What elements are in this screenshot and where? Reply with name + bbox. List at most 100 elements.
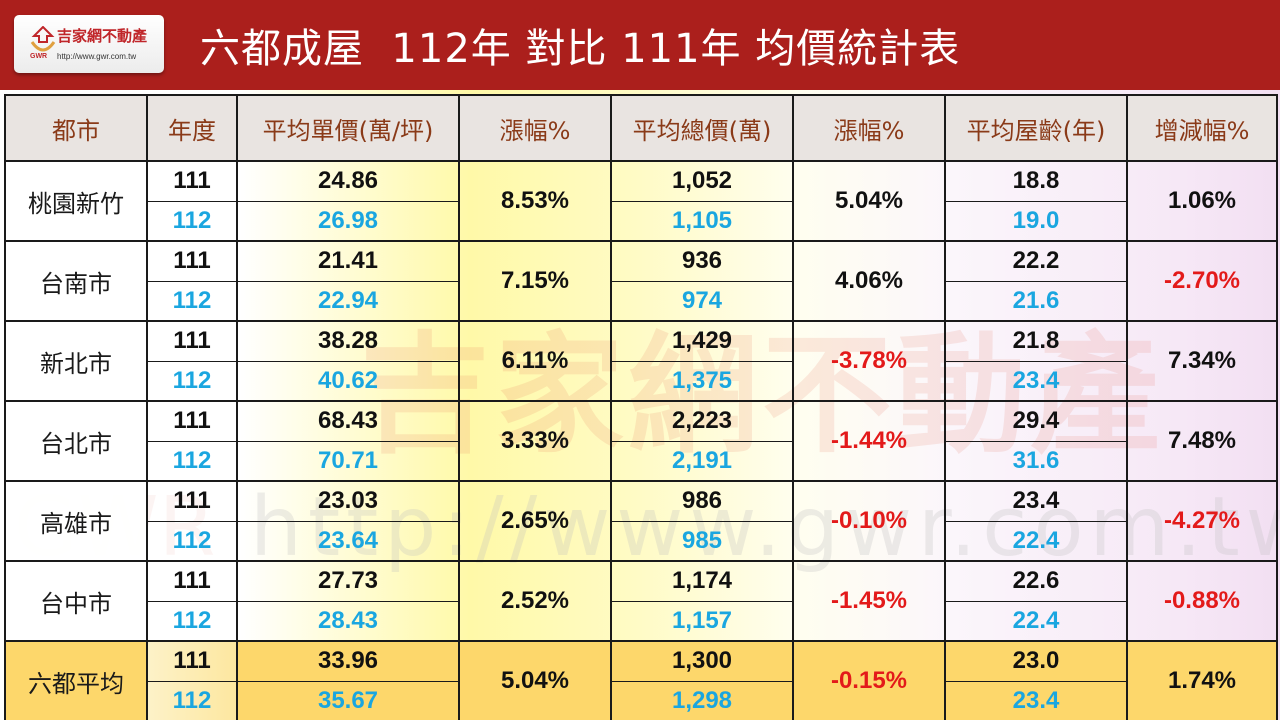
table-row: 112 70.71 2,191 31.6: [5, 440, 1277, 482]
age-111: 21.8: [944, 320, 1128, 362]
age-112: 21.6: [944, 280, 1128, 322]
unit-price-change: 5.04%: [458, 640, 612, 720]
col-header-age-change: 增減幅%: [1126, 94, 1278, 162]
total-price-111: 986: [610, 480, 794, 522]
unit-price-111: 24.86: [236, 160, 460, 202]
year-111: 111: [146, 480, 238, 522]
total-price-112: 1,157: [610, 600, 794, 642]
city-name: 台南市: [4, 240, 148, 322]
age-112: 23.4: [944, 360, 1128, 402]
table-row: 台中市 111 27.73 2.52% 1,174 -1.45% 22.6 -0…: [4, 560, 1278, 642]
average-row: 六都平均 111 33.96 5.04% 1,300 -0.15% 23.0 1…: [4, 640, 1278, 720]
age-change: 7.34%: [1126, 320, 1278, 402]
age-111: 22.6: [944, 560, 1128, 602]
year-111: 111: [146, 560, 238, 602]
page-title: 六都成屋 112年 對比 111年 均價統計表: [200, 26, 961, 72]
unit-price-111: 33.96: [236, 640, 460, 682]
total-price-111: 1,429: [610, 320, 794, 362]
year-112: 112: [146, 280, 238, 322]
city-name: 新北市: [4, 320, 148, 402]
unit-price-112: 26.98: [236, 200, 460, 242]
year-111: 111: [146, 320, 238, 362]
table-row: 桃園新竹 111 24.86 8.53% 1,052 5.04% 18.8 1.…: [4, 160, 1278, 242]
total-price-change: 5.04%: [792, 160, 946, 242]
house-arrow-icon: [30, 26, 56, 52]
unit-price-112: 28.43: [236, 600, 460, 642]
unit-price-change: 2.65%: [458, 480, 612, 562]
table-row: 112 40.62 1,375 23.4: [5, 360, 1277, 402]
unit-price-112: 70.71: [236, 440, 460, 482]
logo-brand-name: 吉家網不動產: [57, 27, 148, 45]
total-price-112: 974: [610, 280, 794, 322]
total-price-change: -0.15%: [792, 640, 946, 720]
unit-price-111: 23.03: [236, 480, 460, 522]
table-row: 112 28.43 1,157 22.4: [5, 600, 1277, 642]
age-change: 7.48%: [1126, 400, 1278, 482]
table-row: 高雄市 111 23.03 2.65% 986 -0.10% 23.4 -4.2…: [4, 480, 1278, 562]
city-name: 桃園新竹: [4, 160, 148, 242]
year-111: 111: [146, 160, 238, 202]
age-change: -0.88%: [1126, 560, 1278, 642]
city-name: 台北市: [4, 400, 148, 482]
unit-price-change: 3.33%: [458, 400, 612, 482]
total-price-change: -3.78%: [792, 320, 946, 402]
table-row: 112 22.94 974 21.6: [5, 280, 1277, 322]
age-112: 31.6: [944, 440, 1128, 482]
average-row: 112 35.67 1,298 23.4: [5, 680, 1277, 720]
year-112: 112: [146, 440, 238, 482]
total-price-111: 1,300: [610, 640, 794, 682]
unit-price-111: 38.28: [236, 320, 460, 362]
logo-abbr: GWR: [30, 53, 48, 60]
age-111: 23.0: [944, 640, 1128, 682]
table-header-row: 都市 年度 平均單價(萬/坪) 漲幅% 平均總價(萬) 漲幅% 平均屋齡(年) …: [4, 94, 1278, 162]
unit-price-112: 23.64: [236, 520, 460, 562]
col-header-unit-price: 平均單價(萬/坪): [236, 94, 460, 162]
total-price-112: 2,191: [610, 440, 794, 482]
table-row: 台北市 111 68.43 3.33% 2,223 -1.44% 29.4 7.…: [4, 400, 1278, 482]
year-111: 111: [146, 400, 238, 442]
table-row: 台南市 111 21.41 7.15% 936 4.06% 22.2 -2.70…: [4, 240, 1278, 322]
unit-price-change: 2.52%: [458, 560, 612, 642]
age-111: 22.2: [944, 240, 1128, 282]
year-111: 111: [146, 640, 238, 682]
total-price-111: 1,174: [610, 560, 794, 602]
average-label: 六都平均: [4, 640, 148, 720]
table-row: 112 26.98 1,105 19.0: [5, 200, 1277, 242]
age-112: 19.0: [944, 200, 1128, 242]
total-price-change: 4.06%: [792, 240, 946, 322]
unit-price-change: 8.53%: [458, 160, 612, 242]
age-change: 1.06%: [1126, 160, 1278, 242]
year-112: 112: [146, 360, 238, 402]
total-price-change: -0.10%: [792, 480, 946, 562]
unit-price-change: 7.15%: [458, 240, 612, 322]
age-111: 18.8: [944, 160, 1128, 202]
year-112: 112: [146, 200, 238, 242]
unit-price-112: 40.62: [236, 360, 460, 402]
col-header-city: 都市: [4, 94, 148, 162]
total-price-112: 1,105: [610, 200, 794, 242]
col-header-unit-price-change: 漲幅%: [458, 94, 612, 162]
table-row: 112 23.64 985 22.4: [5, 520, 1277, 562]
unit-price-change: 6.11%: [458, 320, 612, 402]
total-price-112: 985: [610, 520, 794, 562]
col-header-total-price-change: 漲幅%: [792, 94, 946, 162]
total-price-112: 1,375: [610, 360, 794, 402]
year-112: 112: [146, 520, 238, 562]
total-price-change: -1.44%: [792, 400, 946, 482]
total-price-111: 936: [610, 240, 794, 282]
brand-logo: 吉家網不動產 GWR http://www.gwr.com.tw: [14, 15, 164, 73]
table-row: 新北市 111 38.28 6.11% 1,429 -3.78% 21.8 7.…: [4, 320, 1278, 402]
col-header-total-price: 平均總價(萬): [610, 94, 794, 162]
year-112: 112: [146, 680, 238, 720]
city-name: 高雄市: [4, 480, 148, 562]
age-112: 23.4: [944, 680, 1128, 720]
unit-price-111: 68.43: [236, 400, 460, 442]
year-111: 111: [146, 240, 238, 282]
unit-price-112: 35.67: [236, 680, 460, 720]
age-change: 1.74%: [1126, 640, 1278, 720]
logo-url: http://www.gwr.com.tw: [57, 52, 137, 61]
age-111: 23.4: [944, 480, 1128, 522]
unit-price-111: 21.41: [236, 240, 460, 282]
col-header-age: 平均屋齡(年): [944, 94, 1128, 162]
title-banner: 吉家網不動產 GWR http://www.gwr.com.tw 六都成屋 11…: [0, 0, 1280, 90]
